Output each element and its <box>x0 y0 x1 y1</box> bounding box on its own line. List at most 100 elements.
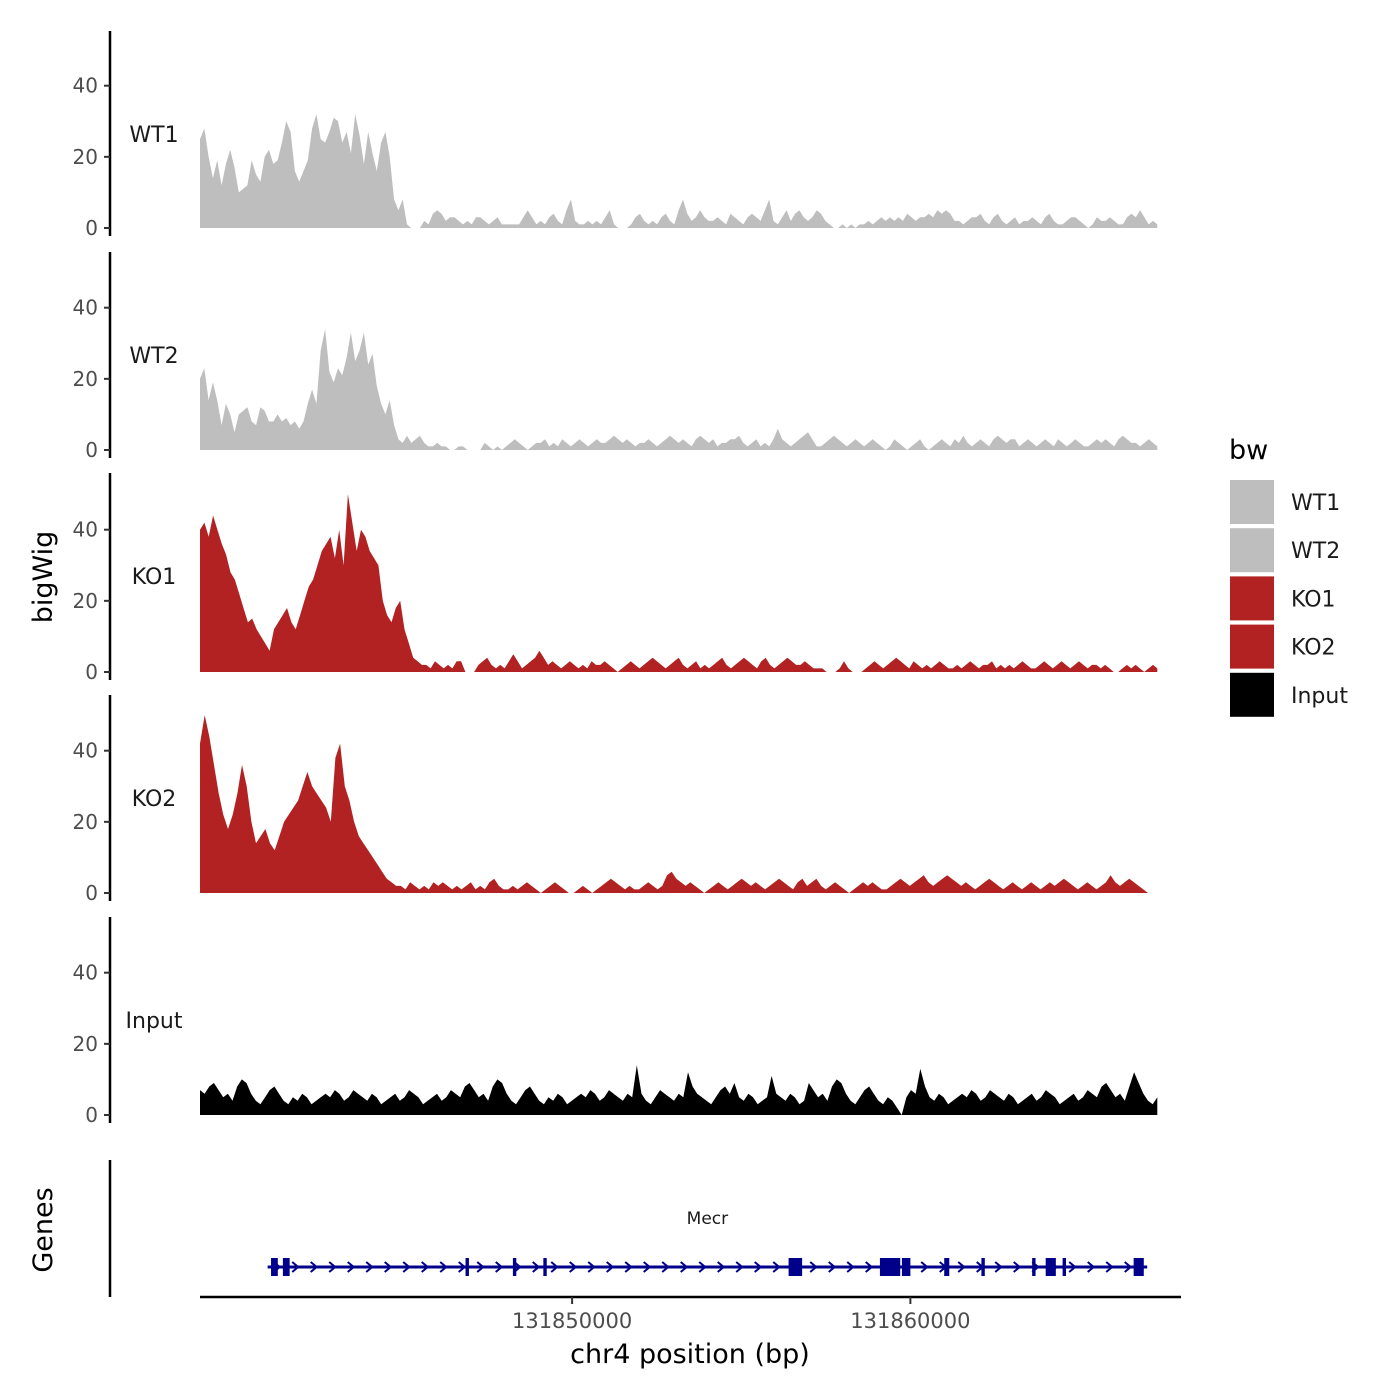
strand-arrow <box>550 1261 559 1273</box>
legend-item-wt1: WT1 <box>1230 480 1340 524</box>
legend-title: bw <box>1229 435 1268 466</box>
legend-label: Input <box>1291 684 1348 709</box>
legend-swatch <box>1230 624 1274 669</box>
strand-arrow <box>643 1261 652 1273</box>
genes-axis-title: Genes <box>28 1187 59 1272</box>
legend-swatch <box>1230 672 1274 717</box>
x-tick-label: 131860000 <box>850 1309 970 1333</box>
strand-arrow <box>606 1261 615 1273</box>
legend-item-ko1: KO1 <box>1230 576 1336 621</box>
strand-arrow <box>735 1261 744 1273</box>
strand-arrow <box>865 1261 874 1273</box>
legend: bw WT1 WT2 KO1 KO2 Input <box>1229 435 1348 717</box>
strand-arrow <box>957 1261 966 1273</box>
strand-arrow <box>587 1261 596 1273</box>
strand-arrow <box>1013 1261 1022 1273</box>
track-label: KO1 <box>132 565 177 590</box>
strand-arrow <box>328 1261 337 1273</box>
strand-arrow <box>754 1261 763 1273</box>
gene-name-label: Mecr <box>687 1209 728 1229</box>
strand-arrow <box>772 1261 781 1273</box>
legend-item-input: Input <box>1230 672 1348 717</box>
gene-exon <box>981 1258 985 1276</box>
legend-swatch <box>1230 480 1274 524</box>
strand-arrow <box>476 1261 485 1273</box>
gene-exon <box>944 1258 950 1276</box>
strand-arrow <box>402 1261 411 1273</box>
coverage-area-wt1 <box>200 114 1158 228</box>
strand-arrow <box>569 1261 578 1273</box>
track-label: WT2 <box>129 344 178 369</box>
track-panel-ko2: 0 20 40 KO2 <box>73 695 1158 905</box>
track-panel-ko1: 0 20 40 KO1 <box>73 473 1158 684</box>
legend-label: KO1 <box>1291 587 1336 612</box>
y-tick-label: 0 <box>85 881 98 905</box>
strand-arrow <box>458 1261 467 1273</box>
coverage-area-ko2 <box>200 715 1158 893</box>
gene-exon <box>465 1258 469 1276</box>
legend-label: WT1 <box>1291 491 1340 516</box>
gene-exon <box>879 1258 901 1276</box>
strand-arrow <box>291 1261 300 1273</box>
strand-arrow <box>310 1261 319 1273</box>
y-tick-label: 0 <box>85 1103 98 1127</box>
strand-arrow <box>365 1261 374 1273</box>
legend-label: KO2 <box>1291 636 1336 661</box>
y-tick-label: 20 <box>73 810 98 834</box>
y-tick-label: 40 <box>73 518 98 542</box>
gene-exon <box>1032 1258 1036 1276</box>
coverage-area-ko1 <box>200 494 1158 672</box>
strand-arrow <box>624 1261 633 1273</box>
strand-arrow <box>920 1261 929 1273</box>
x-axis: 131850000 131860000 chr4 position (bp) <box>200 1295 1181 1370</box>
legend-item-ko2: KO2 <box>1230 624 1336 669</box>
y-tick-label: 40 <box>73 739 98 763</box>
gene-exon <box>282 1258 290 1276</box>
legend-swatch <box>1230 576 1274 621</box>
coverage-area-input <box>200 1065 1158 1115</box>
strand-arrow <box>698 1261 707 1273</box>
gene-exon <box>1133 1258 1144 1276</box>
strand-arrow <box>828 1261 837 1273</box>
y-tick-label: 40 <box>73 961 98 985</box>
track-panel-wt1: 0 20 40 WT1 <box>73 31 1158 240</box>
track-label: WT1 <box>129 123 178 148</box>
gene-exon <box>512 1258 517 1276</box>
strand-arrow <box>809 1261 818 1273</box>
track-label: KO2 <box>132 787 177 812</box>
x-axis-title: chr4 position (bp) <box>570 1339 810 1370</box>
legend-label: WT2 <box>1291 539 1340 564</box>
coverage-area-wt2 <box>200 329 1158 450</box>
genes-panel: Genes Mecr <box>28 1160 1148 1297</box>
gene-exon <box>543 1258 547 1276</box>
y-tick-label: 0 <box>85 660 98 684</box>
strand-arrow <box>439 1261 448 1273</box>
strand-arrow <box>1105 1261 1114 1273</box>
y-tick-label: 40 <box>73 296 98 320</box>
strand-arrow <box>994 1261 1003 1273</box>
strand-arrow <box>1068 1261 1077 1273</box>
y-tick-label: 20 <box>73 1032 98 1056</box>
y-tick-label: 0 <box>85 216 98 240</box>
strand-arrow <box>1124 1261 1133 1273</box>
y-tick-label: 20 <box>73 367 98 391</box>
y-tick-label: 40 <box>73 74 98 98</box>
gene-exon <box>788 1258 803 1276</box>
strand-arrow <box>661 1261 670 1273</box>
strand-arrow <box>680 1261 689 1273</box>
y-tick-label: 0 <box>85 438 98 462</box>
strand-arrow <box>347 1261 356 1273</box>
x-tick-label: 131850000 <box>512 1309 632 1333</box>
strand-arrow <box>717 1261 726 1273</box>
y-tick-label: 20 <box>73 145 98 169</box>
strand-arrow <box>384 1261 393 1273</box>
strand-arrow <box>846 1261 855 1273</box>
y-tick-label: 20 <box>73 589 98 613</box>
y-axis-title: bigWig <box>28 531 59 624</box>
strand-arrow <box>421 1261 430 1273</box>
gene-exon <box>1062 1258 1066 1276</box>
gene-exon <box>1045 1258 1056 1276</box>
gene-exon <box>271 1258 278 1276</box>
legend-swatch <box>1230 528 1274 573</box>
